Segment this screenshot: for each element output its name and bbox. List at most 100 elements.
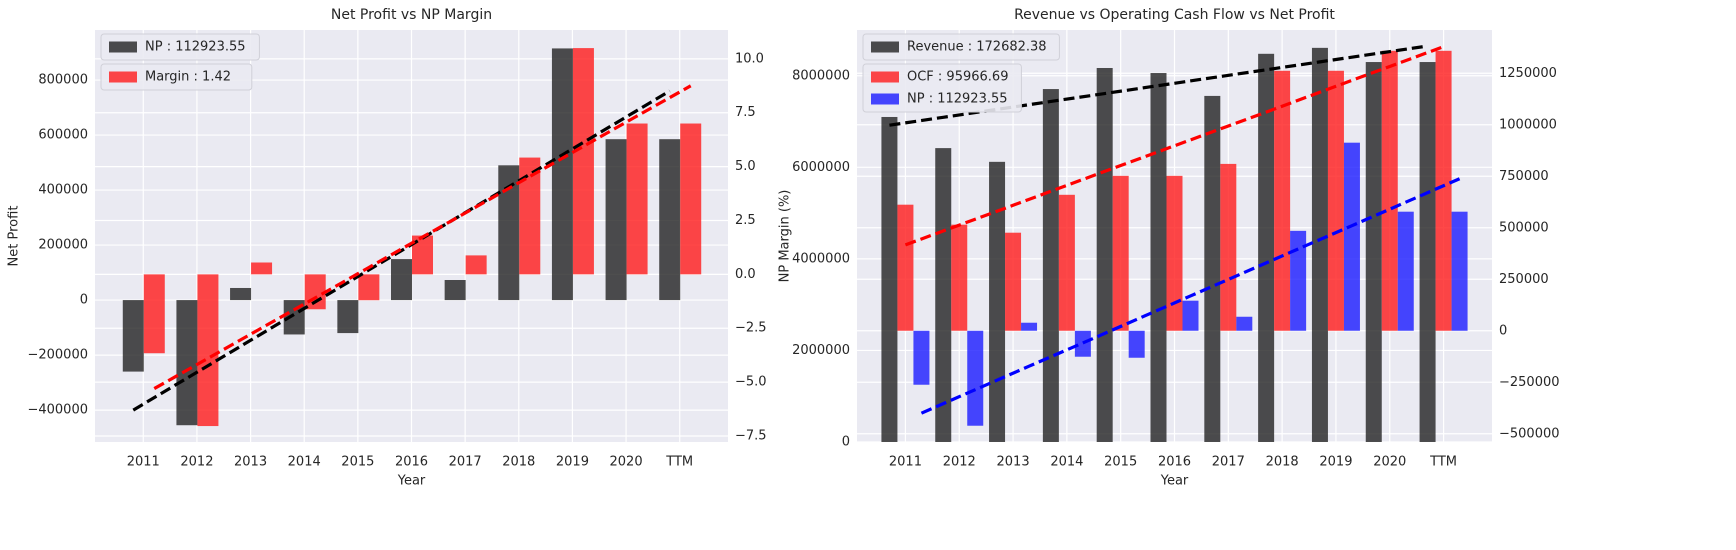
bar: [1220, 163, 1237, 331]
y-tick-label: 2000000: [792, 343, 850, 358]
x-tick-label: 2020: [610, 455, 643, 470]
bar: [1005, 232, 1022, 331]
x-tick-label: 2013: [997, 455, 1030, 470]
bar: [1112, 175, 1129, 331]
bar: [572, 48, 594, 275]
x-tick-label: 2013: [234, 455, 267, 470]
y2-tick-label: 1250000: [1499, 66, 1557, 81]
bar: [304, 274, 326, 310]
x-tick-label: 2012: [180, 455, 213, 470]
legend-swatch: [109, 41, 137, 53]
x-tick-label: 2014: [288, 455, 321, 470]
x-tick-label: 2014: [1050, 455, 1083, 470]
y-tick-label: 0: [80, 293, 88, 308]
x-tick-label: 2019: [556, 455, 589, 470]
y2-tick-label: 0.0: [735, 267, 756, 282]
bar: [951, 224, 968, 331]
trend-line: [132, 89, 671, 412]
legend-label: Revenue : 172682.38: [907, 40, 1047, 55]
bar: [197, 274, 219, 427]
legend-box: [862, 63, 1022, 113]
bar: [1021, 322, 1038, 331]
bar: [498, 165, 520, 301]
y2-tick-label: −7.5: [735, 428, 767, 443]
bar: [913, 330, 930, 385]
bar: [1074, 330, 1091, 357]
bar: [283, 300, 305, 335]
bar: [412, 235, 433, 275]
bar: [1058, 194, 1075, 331]
bar: [989, 161, 1006, 442]
x-tick-label: 2017: [1212, 455, 1245, 470]
bar: [1381, 50, 1398, 331]
x-tick-label: 2015: [341, 455, 374, 470]
bar: [1258, 53, 1275, 442]
y2-axis-label: NP Margin (%): [778, 190, 793, 283]
legend-swatch: [871, 93, 899, 105]
trend-line: [153, 84, 692, 390]
legend-box: [100, 33, 260, 61]
x-axis-label: Year: [397, 474, 426, 489]
y-tick-label: 600000: [38, 128, 88, 143]
x-axis-label: Year: [1160, 474, 1189, 489]
y-tick-label: 6000000: [792, 160, 850, 175]
bar: [551, 48, 573, 301]
legend-box: [862, 33, 1060, 61]
y2-tick-label: 1000000: [1499, 117, 1557, 132]
bar: [1128, 330, 1145, 358]
y2-tick-label: 10.0: [735, 51, 764, 66]
y2-tick-label: 2.5: [735, 213, 756, 228]
bar: [176, 300, 198, 426]
bar: [1451, 211, 1468, 331]
x-tick-label: 2016: [1158, 455, 1191, 470]
y-tick-label: 200000: [38, 238, 88, 253]
bar: [967, 330, 984, 426]
x-tick-label: 2017: [449, 455, 482, 470]
y2-tick-label: −250000: [1499, 375, 1560, 390]
x-tick-label: 2019: [1319, 455, 1352, 470]
bar: [1419, 62, 1436, 443]
legend-label: NP : 112923.55: [907, 92, 1008, 107]
y-tick-label: 4000000: [792, 251, 850, 266]
bar: [659, 139, 681, 301]
bar: [465, 255, 487, 275]
y-axis-label: Net Profit: [7, 206, 22, 267]
legend-label: Margin : 1.42: [145, 70, 231, 85]
bar: [1236, 316, 1253, 331]
bar: [1311, 47, 1328, 442]
bar: [680, 123, 702, 275]
bar: [1166, 175, 1183, 331]
x-tick-label: TTM: [665, 455, 693, 470]
legend-swatch: [871, 41, 899, 53]
bar: [230, 287, 252, 301]
y2-tick-label: −500000: [1499, 426, 1560, 441]
trend-line: [920, 177, 1461, 415]
x-tick-label: 2018: [502, 455, 535, 470]
y2-tick-label: 750000: [1499, 169, 1549, 184]
bar: [935, 148, 952, 442]
y2-tick-label: 0: [1499, 323, 1507, 338]
y-tick-label: −200000: [27, 348, 88, 363]
y-tick-label: 400000: [38, 183, 88, 198]
chart-title: Net Profit vs NP Margin: [331, 7, 492, 23]
bar: [1182, 300, 1199, 331]
y-tick-label: 800000: [38, 73, 88, 88]
x-tick-label: 2016: [395, 455, 428, 470]
x-tick-label: 2011: [127, 455, 160, 470]
bar: [1096, 67, 1113, 443]
y2-tick-label: 500000: [1499, 220, 1549, 235]
x-tick-label: 2011: [889, 455, 922, 470]
bar: [1397, 211, 1414, 331]
bar: [1150, 73, 1167, 442]
x-tick-label: 2020: [1373, 455, 1406, 470]
bar: [1343, 142, 1360, 331]
bar: [519, 157, 541, 275]
bar: [881, 116, 898, 442]
y-tick-label: −400000: [27, 403, 88, 418]
bar: [143, 274, 165, 354]
bar: [1327, 70, 1344, 331]
legend-swatch: [871, 71, 899, 83]
x-tick-label: 2012: [943, 455, 976, 470]
legend-swatch: [109, 71, 137, 83]
